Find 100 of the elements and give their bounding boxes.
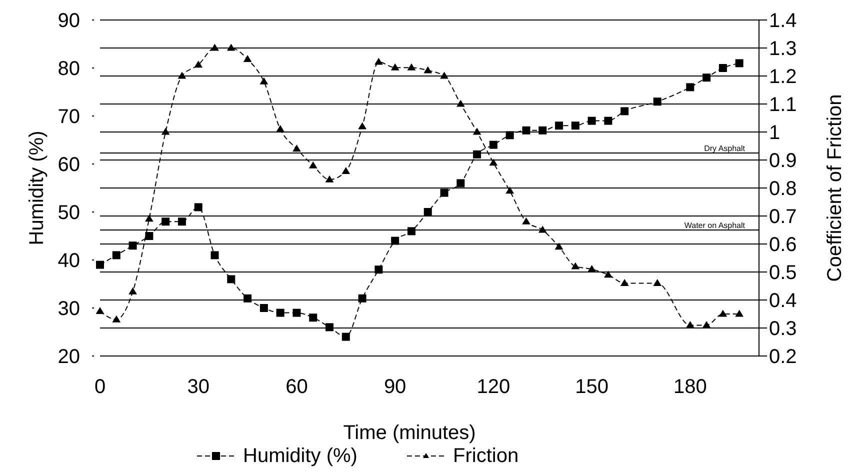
point (210, 251, 219, 260)
point (145, 232, 154, 240)
y2-tick-label: 1 (769, 122, 780, 144)
point (588, 116, 596, 125)
ref-line-label: Dry Asphalt (704, 144, 746, 153)
point (358, 122, 366, 130)
y2-tick-label: 0.6 (769, 234, 797, 256)
point (686, 321, 694, 328)
point (96, 307, 104, 314)
point (718, 64, 727, 72)
point (227, 275, 236, 284)
point (440, 72, 448, 79)
point (686, 83, 694, 92)
y-tick-label: 30 (58, 298, 80, 320)
point (178, 72, 186, 79)
point (538, 126, 547, 134)
point (243, 55, 252, 62)
x-tick-label: 90 (384, 376, 406, 398)
y2-tick-label: 0.2 (769, 346, 797, 368)
point (194, 203, 202, 212)
x-tick-label: 0 (94, 376, 106, 398)
point (604, 270, 612, 278)
point (620, 279, 629, 286)
y-tick-label: 80 (58, 58, 80, 80)
point (571, 262, 580, 270)
x-axis-title: Time (minutes) (343, 422, 476, 444)
point (456, 100, 465, 107)
point (260, 304, 268, 312)
point (554, 242, 564, 250)
x-tick-label: 60 (286, 376, 308, 398)
y2-tick-label: 1.3 (769, 38, 797, 60)
x-tick-label: 120 (476, 376, 510, 398)
y2-tick-label: 0.7 (769, 206, 797, 228)
ref-line-label: Water on Asphalt (684, 221, 746, 230)
point (522, 217, 530, 224)
point (342, 332, 350, 341)
point (571, 122, 580, 130)
legend-label: Humidity (%) (243, 445, 358, 467)
point (735, 59, 744, 68)
point (342, 167, 350, 174)
y2-tick-label: 0.9 (769, 150, 797, 172)
y-tick-label: 70 (58, 106, 80, 128)
point (653, 279, 662, 286)
point (194, 60, 203, 68)
point (506, 186, 514, 194)
point (144, 214, 154, 222)
point (326, 323, 334, 332)
point (506, 131, 514, 140)
y-tick-label: 40 (58, 250, 80, 272)
point (489, 158, 498, 166)
point (358, 294, 366, 302)
point (276, 308, 284, 317)
point (440, 188, 448, 197)
y-tick-label: 20 (58, 346, 80, 368)
y-axis-title: Humidity (%) (26, 130, 48, 246)
x-tick-label: 30 (187, 376, 210, 398)
point (424, 208, 432, 216)
point (456, 179, 465, 188)
point (718, 310, 728, 317)
point (128, 242, 137, 250)
y-tick-label: 90 (58, 10, 80, 32)
point (473, 150, 482, 158)
point (424, 66, 432, 74)
point (407, 63, 416, 70)
point (391, 236, 400, 245)
point (325, 175, 334, 182)
x-tick-label: 150 (575, 376, 608, 398)
point (292, 144, 301, 152)
x-tick-label: 180 (673, 376, 707, 398)
point (489, 140, 498, 149)
point (112, 251, 120, 260)
point (374, 58, 383, 65)
point (112, 315, 121, 322)
y2-tick-label: 1.1 (769, 94, 797, 116)
point (178, 218, 186, 226)
y-tick-label: 50 (58, 202, 80, 224)
point (276, 125, 285, 132)
point (161, 128, 170, 135)
point (538, 226, 547, 233)
y2-tick-label: 0.3 (769, 318, 797, 340)
y2-tick-label: 1.4 (769, 10, 797, 32)
point (604, 116, 612, 125)
point (292, 308, 301, 317)
point (374, 266, 383, 274)
point (620, 107, 629, 116)
point (588, 265, 596, 272)
legend-label: Friction (453, 445, 519, 467)
point (555, 122, 564, 130)
point (390, 63, 400, 70)
point (308, 161, 318, 168)
point (309, 314, 318, 322)
y2-tick-label: 0.4 (769, 290, 797, 312)
point (128, 287, 137, 294)
point (260, 77, 268, 84)
point (244, 294, 252, 302)
point (735, 310, 744, 317)
point (702, 321, 711, 328)
point (702, 74, 711, 82)
point (96, 260, 104, 269)
y2-axis-title: Coefficient of Friction (824, 94, 846, 282)
